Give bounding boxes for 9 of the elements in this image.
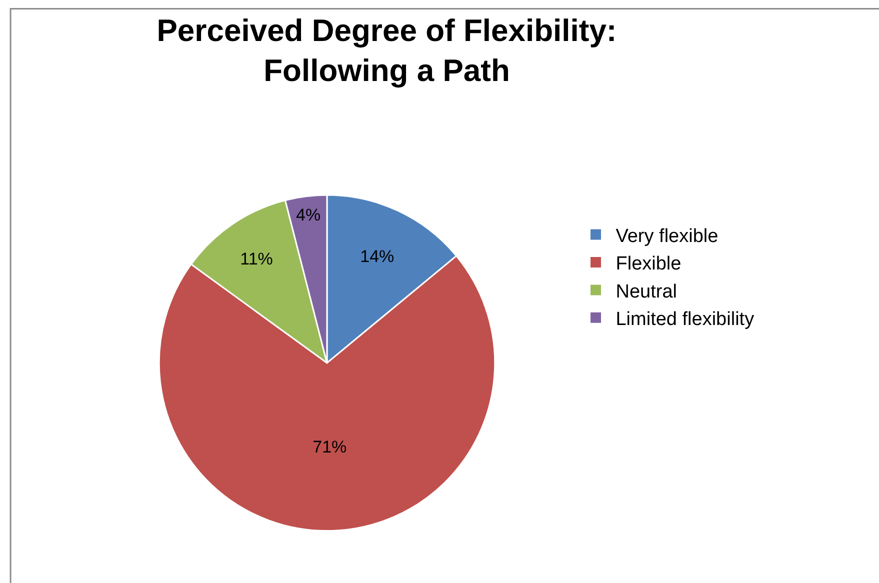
chart-title: Perceived Degree of Flexibility: Following a Path (156, 12, 617, 88)
legend-label: Limited flexibility (616, 309, 755, 330)
legend-label: Flexible (616, 254, 682, 275)
legend-label: Very flexible (616, 226, 718, 247)
data-label: 4% (296, 205, 321, 224)
data-label: 71% (312, 437, 347, 456)
data-label: 11% (240, 250, 273, 269)
data-label: 14% (360, 246, 394, 266)
legend-label: Neutral (616, 281, 677, 302)
